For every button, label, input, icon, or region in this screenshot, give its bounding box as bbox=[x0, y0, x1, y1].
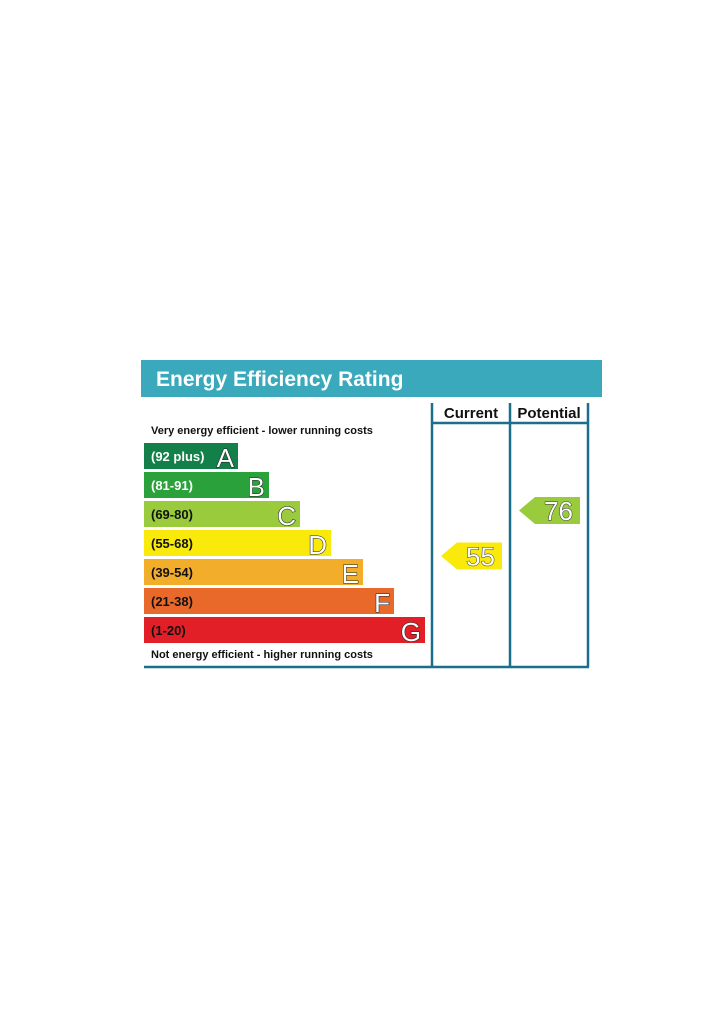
potential-rating-value: 76 bbox=[544, 496, 573, 526]
band-b-letter: B bbox=[248, 472, 265, 502]
potential-column-header: Potential bbox=[517, 405, 580, 422]
band-g-letter: G bbox=[401, 617, 421, 647]
band-b bbox=[144, 472, 269, 498]
band-d-range: (55-68) bbox=[151, 536, 193, 551]
current-column-header: Current bbox=[444, 405, 498, 422]
band-e-range: (39-54) bbox=[151, 565, 193, 580]
band-e-letter: E bbox=[342, 559, 359, 589]
rating-indicators: 55 76 bbox=[441, 495, 580, 572]
current-rating-arrow bbox=[441, 542, 502, 570]
band-d-letter: D bbox=[308, 530, 327, 560]
band-f bbox=[144, 588, 394, 614]
band-c-range: (69-80) bbox=[151, 507, 193, 522]
band-d bbox=[144, 530, 331, 556]
header-bar bbox=[141, 360, 602, 397]
top-note: Very energy efficient - lower running co… bbox=[151, 425, 373, 437]
band-b-range: (81-91) bbox=[151, 478, 193, 493]
rating-bands: (92 plus) A (81-91) B (69-80) C (55-68) D (39-54… bbox=[144, 442, 425, 648]
band-c-letter: C bbox=[277, 501, 296, 531]
band-a-range: (92 plus) bbox=[151, 449, 204, 464]
band-e bbox=[144, 559, 363, 585]
potential-rating-arrow bbox=[519, 496, 580, 524]
band-g-range: (1-20) bbox=[151, 623, 186, 638]
band-g bbox=[144, 617, 425, 643]
bottom-note: Not energy efficient - higher running co… bbox=[151, 649, 373, 661]
current-rating-value: 55 bbox=[466, 542, 495, 572]
band-f-letter: F bbox=[374, 588, 390, 618]
band-a bbox=[144, 443, 238, 469]
band-c bbox=[144, 501, 300, 527]
chart-title: Energy Efficiency Rating bbox=[156, 368, 403, 391]
band-f-range: (21-38) bbox=[151, 594, 193, 609]
band-a-letter: A bbox=[217, 443, 235, 473]
